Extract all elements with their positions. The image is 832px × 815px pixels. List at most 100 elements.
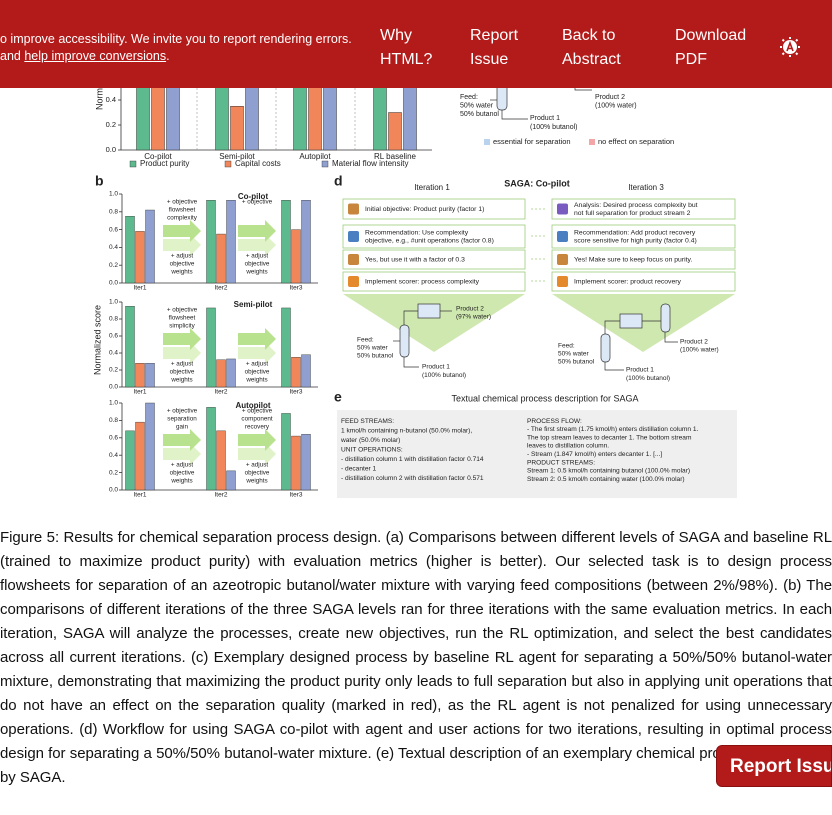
stream-label: (100% butanol) <box>626 375 670 382</box>
report-issue-button[interactable]: Report Issue <box>716 745 832 787</box>
chart-title: Semi-pilot <box>234 300 273 309</box>
nav-text: Why <box>380 27 412 44</box>
chart-title: Co-pilot <box>238 192 269 201</box>
stream-label: (100% water) <box>680 347 719 354</box>
nav-link[interactable]: Download PDF <box>675 24 746 72</box>
y-tick-label: 0.4 <box>109 350 118 357</box>
nav-text: Report <box>470 27 519 44</box>
stream-label: (100% water) <box>595 102 637 109</box>
nav-link[interactable]: Back to Abstract <box>562 24 621 72</box>
legend-label: no effect on separation <box>598 137 674 146</box>
x-tick-label: Iter3 <box>289 389 302 396</box>
nav-text: PDF <box>675 51 707 68</box>
decanter <box>619 313 643 329</box>
stream-label: Product 2 <box>680 339 708 346</box>
panel-label: b <box>95 173 104 189</box>
message-box <box>551 249 736 270</box>
nav-link[interactable]: Report Issue <box>470 24 518 72</box>
x-tick-label: Iter1 <box>133 492 146 499</box>
decanter <box>417 303 441 319</box>
notice-text: and <box>0 49 21 63</box>
annotation: + objective <box>242 408 273 415</box>
message-text: Analysis: Desired process complexity but <box>574 202 698 209</box>
bar <box>145 402 155 491</box>
annotation: + objective <box>167 199 198 206</box>
message-text: Implement scorer: product recovery <box>574 278 682 285</box>
y-tick-label: 0.4 <box>106 95 116 104</box>
annotation: objective <box>170 369 195 376</box>
annotation: objective <box>170 261 195 268</box>
message-text: Yes, but use it with a factor of 0.3 <box>365 256 465 263</box>
stream-label: Product 1 <box>422 364 450 371</box>
annotation: weights <box>170 269 192 276</box>
message-box <box>551 271 736 292</box>
bar <box>301 200 311 284</box>
message-box <box>551 224 736 249</box>
arrow <box>238 328 276 350</box>
theme-toggle[interactable] <box>780 37 800 57</box>
bar <box>301 434 311 491</box>
bar <box>206 307 216 388</box>
x-tick-label: Co-pilot <box>144 152 172 161</box>
arrow <box>238 429 276 451</box>
message-text: score sensitive for high purity (factor … <box>574 237 697 244</box>
message-icon <box>348 203 359 215</box>
process-text: - The first stream (1.75 kmol/h) enters … <box>527 426 699 433</box>
nav-text: Abstract <box>562 51 621 68</box>
x-tick-label: Iter2 <box>214 492 227 499</box>
y-tick-label: 0.8 <box>109 417 118 424</box>
bar <box>301 354 311 388</box>
annotation: objective <box>245 369 270 376</box>
annotation: objective <box>245 261 270 268</box>
process-text: water (50.0% molar) <box>340 437 400 444</box>
panel-title: SAGA: Co-pilot <box>504 178 570 188</box>
y-tick-label: 0.2 <box>109 262 118 269</box>
message-box <box>551 198 736 220</box>
y-tick-label: 0.6 <box>109 333 118 340</box>
stream <box>403 357 419 368</box>
y-tick-label: 0.4 <box>109 452 118 459</box>
process-text: 1 kmol/h containing n-butanol (50.0% mol… <box>341 427 472 434</box>
process-text: Stream 1: 0.5 kmol/h containing butanol … <box>527 468 690 475</box>
x-tick-label: Semi-pilot <box>219 152 255 161</box>
column <box>600 333 611 363</box>
y-tick-label: 0.0 <box>109 384 118 391</box>
bar <box>206 200 216 284</box>
iteration-label: Iteration 1 <box>414 183 450 192</box>
stream <box>501 110 528 120</box>
nav-text: Download <box>675 27 747 44</box>
bar <box>226 200 236 284</box>
bar <box>125 216 135 284</box>
y-tick-label: 0.2 <box>106 120 116 129</box>
nav-link[interactable]: Why HTML? <box>380 24 432 72</box>
process-text: - distillation column 2 with distillatio… <box>341 475 484 482</box>
panel-label: d <box>334 173 343 189</box>
message-icon <box>557 254 568 265</box>
bar <box>206 407 216 491</box>
message-text: Initial objective: Product purity (facto… <box>365 206 484 213</box>
arrow <box>163 328 201 350</box>
x-tick-label: Iter3 <box>289 285 302 292</box>
annotation: separation <box>167 416 197 423</box>
stream <box>403 310 418 325</box>
stream-label: (100% butanol) <box>422 372 466 379</box>
message-box <box>342 198 526 220</box>
funnel <box>552 294 735 352</box>
annotation: weights <box>245 269 267 276</box>
message-text: not full separation for product stream 2 <box>574 210 691 217</box>
process-text: PRODUCT STREAMS: <box>527 459 595 466</box>
stream <box>604 362 624 371</box>
x-tick-label: Iter2 <box>214 285 227 292</box>
process-text: The top stream leaves to decanter 1. The… <box>527 434 692 441</box>
notice-link[interactable]: help improve conversions <box>24 49 167 63</box>
message-icon <box>348 276 359 287</box>
process-text: leaves to distillation column. <box>527 443 609 450</box>
message-icon <box>557 231 568 242</box>
bar <box>281 413 291 491</box>
legend-swatch <box>484 139 490 145</box>
nav-text: HTML? <box>380 51 433 68</box>
process-text: UNIT OPERATIONS: <box>341 446 403 453</box>
figure: 0.0 0.2 0.4 Normalized score Co-pilot Semi-pi… <box>92 24 737 499</box>
message-icon <box>348 231 359 242</box>
annotation: + adjust <box>171 253 193 260</box>
